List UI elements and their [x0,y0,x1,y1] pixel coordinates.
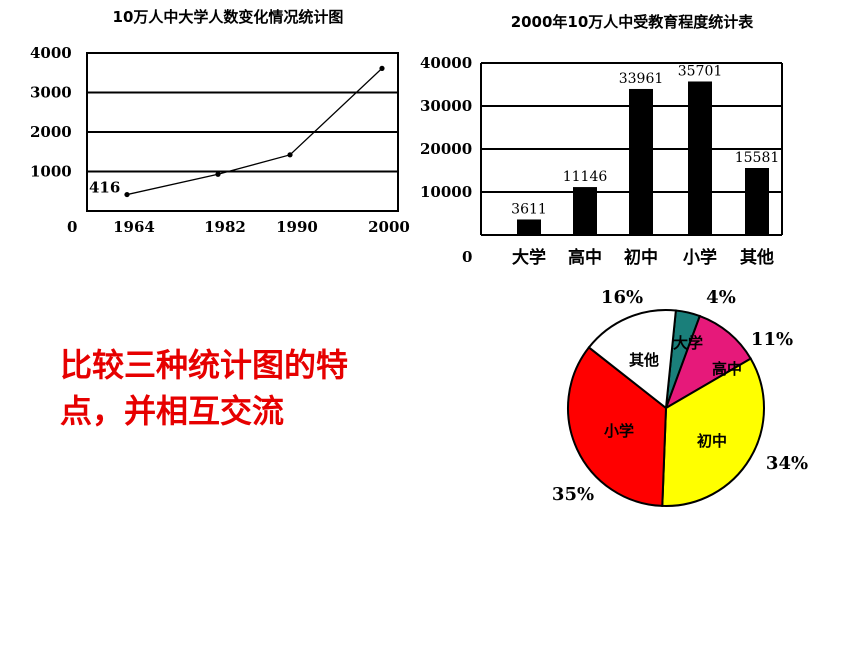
line-chart-x-tick-label: 1982 [204,218,246,236]
prompt-line-1: 比较三种统计图的特 [60,346,349,384]
bar-chart-category-label: 大学 [512,247,546,268]
bar-chart-bar [688,81,712,235]
line-chart-point [379,65,385,71]
bar-chart-y-tick-label: 0 [462,248,472,266]
bar-chart-category-label: 高中 [568,247,602,268]
bar-chart-x-axis: 大学 高中 初中 小学 其他 [512,247,774,268]
bar-chart-value-label: 33961 [619,71,664,87]
bar-chart-y-axis: 0 10000 20000 30000 40000 [420,54,472,266]
pie-slice-4 [587,309,677,410]
pie-slice-label: 高中 [712,360,742,378]
bar-chart-category-label: 小学 [683,247,717,268]
line-chart-y-tick-label: 3000 [30,84,72,102]
bar-chart-y-tick-label: 30000 [420,97,472,115]
bar-chart-bars: 3611 11146 33961 35701 15581 [511,63,779,235]
line-chart-point [215,171,221,177]
line-chart-point [287,152,293,158]
pie-slice-3 [567,346,668,507]
bar-chart-bar [629,88,653,235]
bar-chart-bar [745,168,769,235]
bar-chart-value-label: 15581 [735,150,780,166]
line-chart-point-label: 416 [89,179,120,197]
pie-slice-2 [661,357,765,507]
bar-chart-value-label: 35701 [678,63,723,79]
line-chart-x-axis: 1964 1982 1990 2000 [113,218,410,236]
bar-chart-category-label: 其他 [740,247,774,268]
prompt-line-2: 点，并相互交流 [60,392,285,430]
line-chart-grid [86,52,399,212]
line-chart-x-tick-label: 1990 [276,218,318,236]
bar-chart-y-tick-label: 10000 [420,183,472,201]
line-chart-point [124,191,130,198]
pie-slice-label: 大学 [673,334,703,352]
pie-percent-label: 11% [751,329,793,350]
bar-chart-y-tick-label: 40000 [420,54,472,72]
line-chart-y-tick-label: 1000 [30,163,72,181]
line-chart-x-tick-label: 2000 [368,218,410,236]
pie-chart: 大学 4% 高中 11% 初中 34% 小学 35% 其他 16% [552,287,808,507]
line-chart-y-tick-label: 0 [67,218,77,236]
pie-slice-label: 其他 [629,351,659,369]
pie-slice-1 [664,314,753,411]
bar-chart-title: 2000年10万人中受教育程度统计表 [511,13,755,31]
line-chart-y-tick-label: 2000 [30,123,72,141]
pie-percent-label: 35% [552,484,594,505]
discussion-prompt: 比较三种统计图的特 点，并相互交流 [60,342,480,434]
pie-slice-label: 初中 [697,432,727,450]
line-chart-x-tick-label: 1964 [113,218,155,236]
pie-chart-slices [567,309,765,507]
bar-chart-bar [517,219,541,235]
line-chart-series-line [126,67,383,196]
bar-chart-y-tick-label: 20000 [420,140,472,158]
bar-chart-value-label: 11146 [563,169,608,185]
bar-chart: 2000年10万人中受教育程度统计表 0 10000 20000 30000 40000… [420,13,783,268]
pie-slice-label: 小学 [604,422,634,440]
bar-chart-value-label: 3611 [511,201,547,217]
line-chart-title: 10万人中大学人数变化情况统计图 [113,8,344,26]
bar-chart-category-label: 初中 [624,247,658,268]
pie-percent-label: 16% [601,287,643,308]
line-chart-y-tick-label: 4000 [30,44,72,62]
pie-percent-label: 34% [766,453,808,474]
bar-chart-bar [573,187,597,235]
pie-percent-label: 4% [706,287,736,308]
line-chart-series: 416 [89,65,385,198]
line-chart-y-axis: 0 1000 2000 3000 4000 [30,44,77,236]
pie-chart-labels: 大学 4% 高中 11% 初中 34% 小学 35% 其他 16% [552,287,808,505]
